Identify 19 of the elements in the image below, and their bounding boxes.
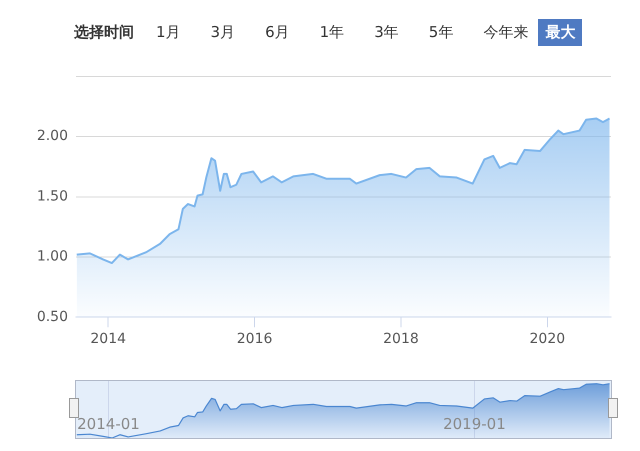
text: 3年 xyxy=(374,22,399,42)
y-tick-label: 2.00 xyxy=(36,128,68,144)
text: 1年 xyxy=(320,22,344,42)
text: 选择时间 xyxy=(74,22,134,42)
y-tick-label: 1.00 xyxy=(36,248,68,265)
text: 最大 xyxy=(538,18,582,46)
y-tick-label: 1.50 xyxy=(36,188,68,204)
x-tick-label: 2019-01 xyxy=(443,414,506,433)
text: 5年 xyxy=(428,22,454,42)
x-tick-label: 2014 xyxy=(90,331,126,348)
text: 3月 xyxy=(210,22,236,42)
text: 6月 xyxy=(265,22,290,42)
y-tick-label: 0.50 xyxy=(36,308,68,325)
x-tick-label: 2018 xyxy=(383,331,419,348)
x-tick-label: 2014-01 xyxy=(77,414,140,433)
text: 1月 xyxy=(156,22,181,42)
text: 今年来 xyxy=(483,22,528,42)
x-tick-label: 2016 xyxy=(236,331,272,348)
x-tick-label: 2020 xyxy=(530,331,566,348)
